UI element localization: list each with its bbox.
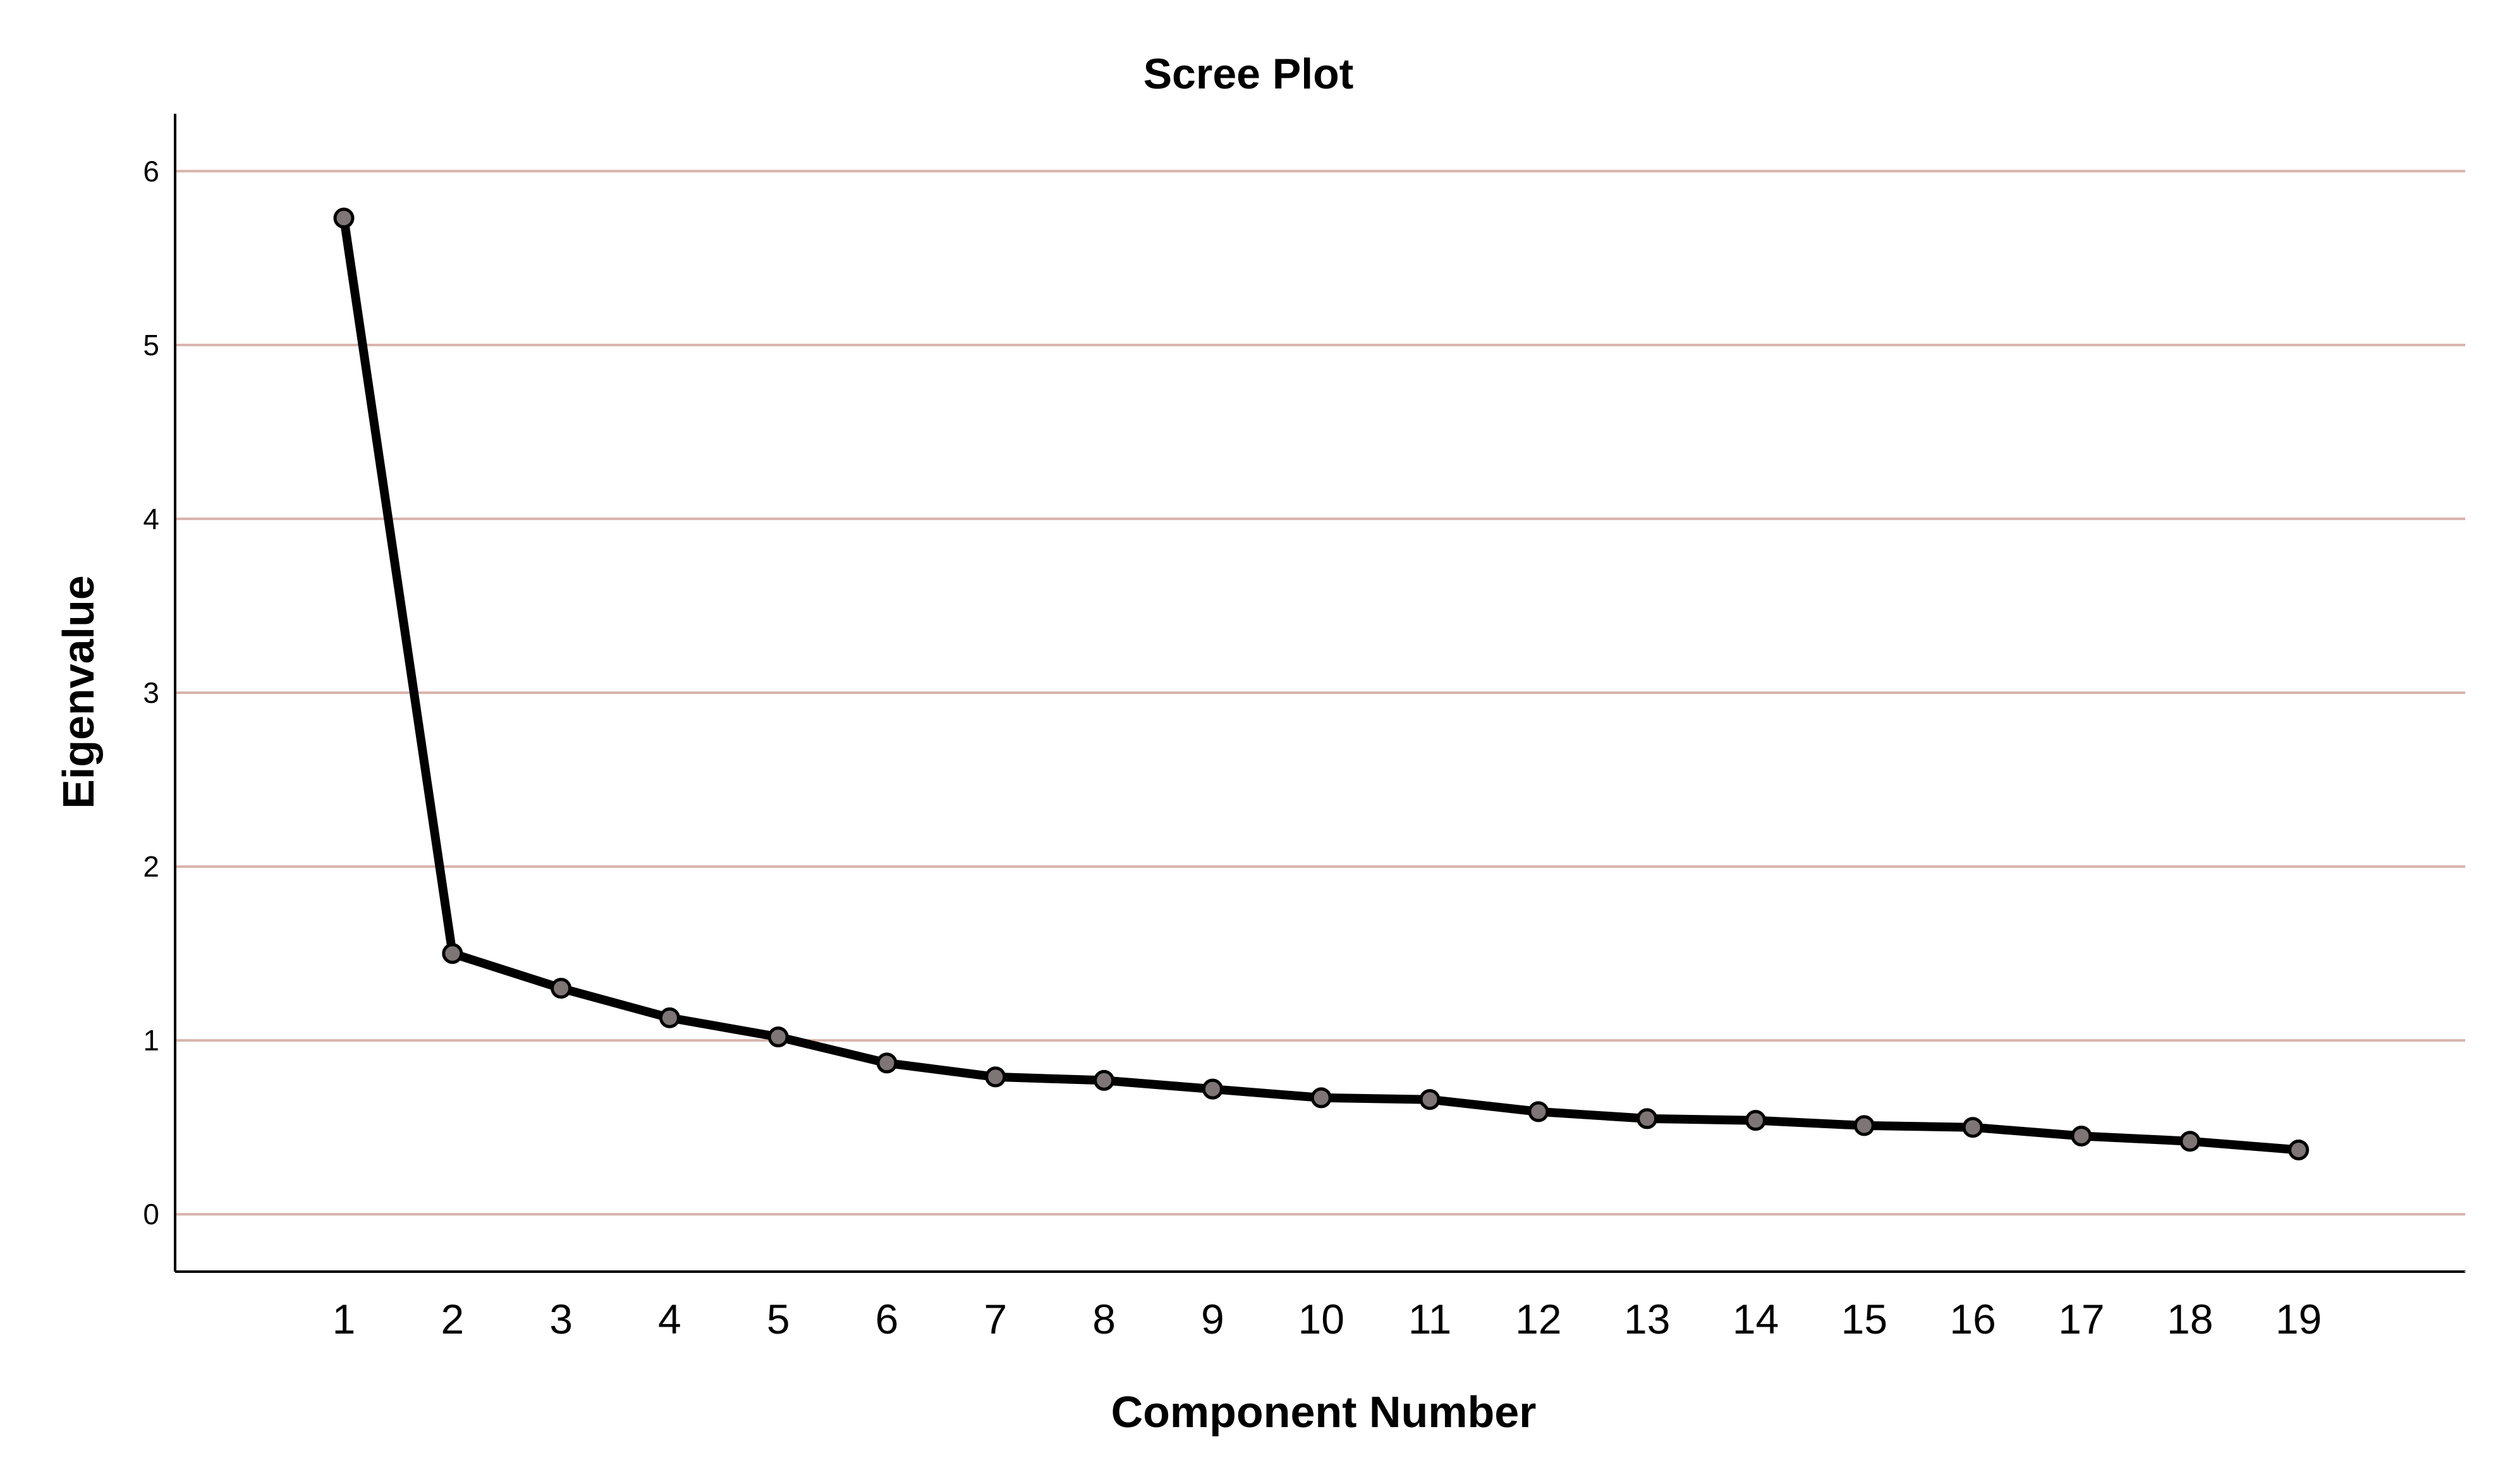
data-point bbox=[876, 1052, 898, 1074]
x-tick-label: 13 bbox=[1624, 1296, 1670, 1342]
data-point bbox=[1637, 1108, 1658, 1129]
x-tick-label: 5 bbox=[767, 1296, 790, 1342]
y-axis-ticks: 0 1 2 3 4 5 6 bbox=[143, 155, 159, 1231]
data-point bbox=[985, 1066, 1006, 1088]
y-axis-title: Eigenvalue bbox=[54, 575, 103, 809]
axes bbox=[174, 114, 2466, 1273]
chart-title: Scree Plot bbox=[1143, 50, 1354, 98]
x-tick-label: 10 bbox=[1298, 1296, 1344, 1342]
data-point bbox=[1310, 1087, 1332, 1109]
data-point bbox=[1962, 1117, 1984, 1138]
y-tick-label: 1 bbox=[143, 1024, 159, 1057]
x-tick-label: 12 bbox=[1515, 1296, 1561, 1342]
y-tick-label: 0 bbox=[143, 1198, 159, 1231]
x-tick-label: 8 bbox=[1092, 1296, 1116, 1342]
data-point bbox=[1094, 1069, 1115, 1091]
data-point bbox=[1528, 1101, 1549, 1122]
x-axis-ticks: 1 2 3 4 5 6 7 8 9 10 11 12 13 14 15 16 17 18 19 bbox=[332, 1296, 2322, 1342]
data-point bbox=[767, 1026, 789, 1048]
x-tick-label: 4 bbox=[658, 1296, 681, 1342]
x-tick-label: 17 bbox=[2058, 1296, 2104, 1342]
x-tick-label: 15 bbox=[1841, 1296, 1887, 1342]
data-point bbox=[1202, 1078, 1223, 1100]
x-axis-title: Component Number bbox=[1111, 1387, 1537, 1437]
x-tick-label: 2 bbox=[441, 1296, 464, 1342]
data-point bbox=[2071, 1125, 2092, 1146]
data-point bbox=[1419, 1089, 1441, 1110]
y-tick-label: 3 bbox=[143, 676, 159, 709]
x-tick-label: 16 bbox=[1949, 1296, 1996, 1342]
y-tick-label: 2 bbox=[143, 850, 159, 883]
eigenvalue-series bbox=[339, 214, 2303, 1155]
x-tick-label: 11 bbox=[1408, 1296, 1452, 1342]
x-tick-label: 19 bbox=[2276, 1296, 2322, 1342]
y-tick-label: 5 bbox=[143, 329, 159, 362]
y-tick-label: 6 bbox=[143, 155, 159, 188]
x-tick-label: 18 bbox=[2167, 1296, 2213, 1342]
x-tick-label: 9 bbox=[1201, 1296, 1224, 1342]
x-tick-label: 1 bbox=[332, 1296, 356, 1342]
eigenvalue-line bbox=[339, 214, 2303, 1155]
data-point bbox=[551, 978, 572, 999]
x-tick-label: 3 bbox=[549, 1296, 573, 1342]
data-point bbox=[1853, 1115, 1875, 1136]
eigenvalue-points bbox=[333, 207, 2309, 1160]
x-tick-label: 14 bbox=[1733, 1296, 1779, 1342]
data-point bbox=[2288, 1139, 2309, 1160]
data-point bbox=[2180, 1131, 2201, 1152]
gridlines bbox=[175, 169, 2465, 1216]
data-point bbox=[1745, 1110, 1766, 1131]
data-point bbox=[442, 943, 463, 964]
data-point bbox=[659, 1007, 680, 1028]
x-tick-label: 7 bbox=[984, 1296, 1007, 1342]
x-tick-label: 6 bbox=[875, 1296, 899, 1342]
y-tick-label: 4 bbox=[143, 502, 159, 535]
data-point bbox=[333, 207, 355, 229]
